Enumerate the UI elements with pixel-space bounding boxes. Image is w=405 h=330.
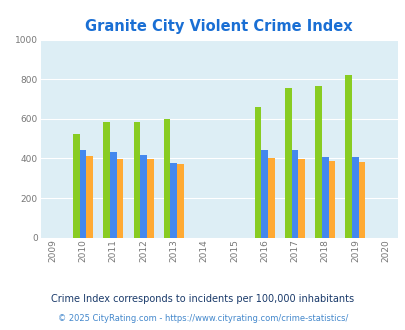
Bar (140, 155, 147, 238)
Bar (73, 134, 79, 238)
Bar (177, 164, 183, 238)
Bar (110, 152, 116, 238)
Bar (116, 159, 123, 238)
Bar (147, 159, 153, 238)
Bar (261, 150, 267, 238)
Bar (79, 150, 86, 238)
Bar (133, 122, 140, 238)
Bar (314, 85, 321, 238)
Bar (170, 163, 177, 238)
Bar (291, 150, 298, 238)
Bar (328, 161, 335, 238)
Title: Granite City Violent Crime Index: Granite City Violent Crime Index (85, 19, 352, 34)
Bar (86, 156, 93, 238)
Bar (164, 119, 170, 238)
Bar (298, 159, 304, 238)
Bar (103, 122, 110, 238)
Bar (345, 75, 351, 238)
Bar (358, 162, 364, 238)
Bar (254, 107, 261, 238)
Text: © 2025 CityRating.com - https://www.cityrating.com/crime-statistics/: © 2025 CityRating.com - https://www.city… (58, 314, 347, 323)
Bar (351, 157, 358, 238)
Bar (321, 157, 328, 238)
Bar (267, 158, 274, 238)
Text: Crime Index corresponds to incidents per 100,000 inhabitants: Crime Index corresponds to incidents per… (51, 294, 354, 304)
Bar (284, 88, 291, 238)
